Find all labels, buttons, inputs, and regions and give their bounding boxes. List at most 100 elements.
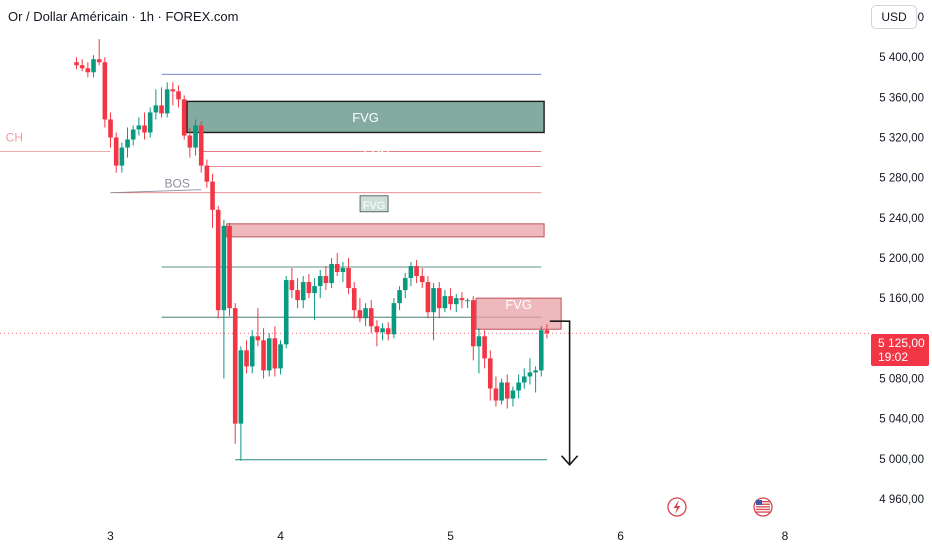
- candle-body: [130, 129, 136, 140]
- candle: [119, 142, 125, 173]
- candle-body: [215, 209, 221, 311]
- candle-body: [397, 290, 402, 304]
- candle-body: [119, 147, 125, 166]
- candle: [300, 276, 306, 309]
- candle-body: [476, 336, 482, 347]
- fvg-label-box: [359, 195, 389, 213]
- candle: [538, 326, 544, 377]
- candle: [153, 89, 159, 120]
- last-price-value: 5 125,00: [878, 336, 925, 350]
- candle: [232, 303, 238, 444]
- candle-body: [125, 139, 130, 148]
- horizontal-levels-layer: [0, 73, 870, 461]
- candle-body: [159, 105, 164, 114]
- candle-body: [283, 280, 289, 345]
- candle-body: [487, 358, 493, 389]
- candle-body: [249, 336, 255, 367]
- candle-body: [510, 390, 516, 399]
- candle-body: [295, 290, 300, 301]
- bos-label: BOS: [165, 177, 190, 191]
- y-tick-label: 5 040,00: [879, 414, 924, 426]
- candle-body: [187, 135, 193, 148]
- candle-body: [521, 376, 527, 383]
- fvg-label: FVG: [363, 200, 386, 212]
- candle: [459, 292, 465, 309]
- candle-body: [419, 276, 425, 283]
- candle-body: [238, 350, 244, 424]
- candle: [391, 298, 397, 339]
- candle: [102, 57, 108, 128]
- candle-body: [147, 112, 153, 133]
- candle: [408, 261, 414, 287]
- candle-body: [516, 382, 521, 391]
- candle-body: [317, 276, 323, 287]
- fvg-zone-label: FVG: [505, 297, 532, 312]
- candle: [176, 85, 181, 108]
- candle: [476, 328, 482, 374]
- candle: [244, 340, 249, 374]
- price-axis: 4 960,005 000,005 040,005 080,005 120,00…: [879, 12, 924, 506]
- candle-body: [278, 344, 283, 369]
- projection-arrow-head: [561, 455, 579, 466]
- candle-body: [102, 62, 108, 120]
- candle-body: [300, 282, 306, 301]
- candle-body: [232, 308, 238, 424]
- x-tick-label: 4: [277, 529, 284, 543]
- candle-body: [108, 119, 113, 138]
- candle-body: [329, 264, 334, 284]
- candle-body: [391, 303, 397, 335]
- y-tick-label: 5 320,00: [879, 133, 924, 145]
- y-tick-label: 5 400,00: [879, 52, 924, 64]
- candle-body: [465, 300, 470, 302]
- candle-body: [482, 336, 487, 359]
- candle: [125, 127, 130, 158]
- candle-body: [221, 225, 227, 311]
- fvg-zone: [475, 297, 562, 330]
- candle: [204, 159, 210, 188]
- candle-body: [442, 296, 448, 309]
- candle: [436, 282, 442, 319]
- candle: [419, 268, 425, 289]
- candle-body: [261, 340, 266, 371]
- candle-body: [74, 62, 79, 66]
- fvg-label: FVG: [364, 147, 391, 162]
- y-tick-label: 5 080,00: [879, 373, 924, 385]
- y-tick-label: 5 240,00: [879, 213, 924, 225]
- candle-body: [153, 105, 159, 113]
- candle: [306, 274, 312, 299]
- us-flag-event-icon: [753, 497, 773, 517]
- fvg-zone: [186, 100, 545, 134]
- candle: [193, 119, 198, 156]
- currency-button[interactable]: USD: [871, 5, 917, 29]
- candle: [482, 330, 487, 369]
- us-flag-stripe: [756, 506, 770, 508]
- candle-body: [142, 125, 147, 133]
- candle: [448, 288, 453, 311]
- candle: [493, 376, 499, 407]
- candle: [142, 112, 147, 140]
- candle: [210, 173, 215, 228]
- choch-label: CH: [6, 131, 23, 145]
- us-flag-canton: [756, 500, 762, 505]
- candle-body: [408, 266, 414, 279]
- candle-body: [499, 382, 504, 401]
- candle: [397, 286, 402, 311]
- candle-body: [380, 328, 385, 333]
- candle-body: [346, 268, 351, 289]
- y-tick-label: 5 000,00: [879, 454, 924, 466]
- y-tick-label: 4 960,00: [879, 494, 924, 506]
- candle-body: [402, 278, 408, 291]
- y-tick-label: 5 160,00: [879, 293, 924, 305]
- candle: [374, 320, 380, 347]
- candle: [368, 300, 374, 334]
- candle-body: [436, 288, 442, 309]
- candle-body: [227, 225, 232, 309]
- candle-body: [164, 89, 170, 114]
- candle: [85, 62, 91, 78]
- candle-body: [113, 137, 119, 166]
- candle-body: [385, 328, 391, 335]
- candle: [465, 298, 470, 309]
- candle: [351, 282, 357, 319]
